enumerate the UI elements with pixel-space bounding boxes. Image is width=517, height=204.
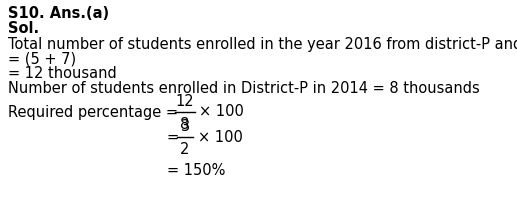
Text: S10. Ans.(a): S10. Ans.(a) — [8, 6, 109, 21]
Text: = (5 + 7): = (5 + 7) — [8, 52, 76, 67]
Text: 2: 2 — [180, 141, 190, 156]
Text: Sol.: Sol. — [8, 21, 39, 36]
Text: × 100: × 100 — [199, 104, 244, 119]
Text: =: = — [167, 129, 179, 144]
Text: = 150%: = 150% — [167, 162, 225, 177]
Text: 12: 12 — [176, 94, 194, 109]
Text: Total number of students enrolled in the year 2016 from district-P and Q: Total number of students enrolled in the… — [8, 37, 517, 52]
Text: = 12 thousand: = 12 thousand — [8, 66, 117, 81]
Text: Required percentage =: Required percentage = — [8, 104, 178, 119]
Text: 3: 3 — [180, 118, 190, 133]
Text: × 100: × 100 — [198, 129, 243, 144]
Text: Number of students enrolled in District-P in 2014 = 8 thousands: Number of students enrolled in District-… — [8, 81, 480, 95]
Text: 8: 8 — [180, 116, 190, 131]
